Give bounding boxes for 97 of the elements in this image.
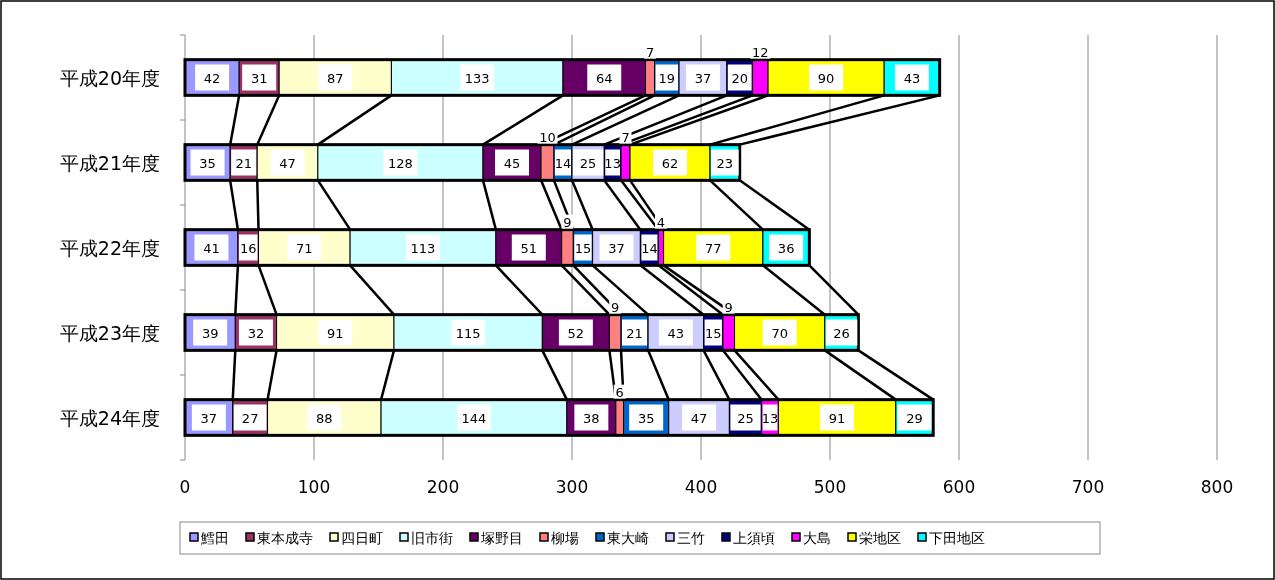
legend-label: 東本成寺 [257,530,313,546]
data-label: 87 [327,70,344,86]
data-label: 37 [608,240,625,256]
legend-item: 三竹 [665,530,705,546]
data-label: 36 [777,240,795,256]
y-tick-label: 平成20年度 [59,66,160,89]
data-label: 9 [611,299,620,315]
data-label: 51 [520,240,538,256]
data-label: 144 [461,410,487,426]
legend-item: 上須頃 [721,530,775,546]
data-label: 77 [704,240,722,256]
data-label: 47 [690,410,708,426]
data-label: 62 [661,155,679,171]
data-label: 7 [645,44,655,60]
data-label: 35 [637,410,655,426]
data-label: 47 [279,155,296,171]
data-label: 35 [199,155,216,171]
x-tick-label: 500 [813,477,847,497]
legend-item: 鱈田 [189,530,229,546]
y-tick-label: 平成23年度 [59,321,160,344]
legend-label: 栄地区 [859,530,901,546]
legend-item: 東本成寺 [245,530,313,546]
legend-label: 鱈田 [201,530,229,546]
data-label: 26 [833,325,850,341]
data-label: 90 [817,70,835,86]
x-tick-label: 700 [1071,477,1105,497]
data-label: 20 [731,70,748,86]
data-label: 42 [203,70,221,86]
data-label: 12 [752,44,769,60]
legend-label: 下田地区 [929,530,985,546]
data-label: 7 [621,129,630,145]
data-label: 128 [388,155,413,171]
data-label: 43 [667,325,685,341]
x-tick-label: 600 [942,477,976,497]
data-label: 71 [296,240,313,256]
data-label: 38 [583,410,600,426]
legend-label: 旧市街 [411,530,453,546]
x-tick-label: 0 [179,477,191,497]
data-label: 19 [658,70,676,86]
data-label: 27 [241,410,259,426]
data-label: 16 [239,240,257,256]
legend-label: 三竹 [677,530,705,546]
data-label: 9 [724,299,733,315]
data-label: 25 [737,410,754,426]
data-label: 43 [903,70,921,86]
legend-label: 柳場 [551,530,579,546]
legend-item: 大島 [791,530,831,546]
data-label: 115 [455,325,481,341]
data-label: 21 [235,155,252,171]
legend-label: 大島 [803,530,831,546]
y-tick-label: 平成22年度 [59,236,160,259]
legend-item: 下田地区 [917,530,985,546]
y-tick-label: 平成21年度 [59,151,160,174]
data-label: 133 [464,70,490,86]
data-label: 14 [641,240,658,256]
data-label: 15 [574,240,592,256]
data-label: 23 [716,155,734,171]
data-label: 52 [567,325,585,341]
data-label: 14 [554,155,572,171]
data-label: 10 [539,129,556,145]
data-label: 6 [615,384,624,400]
legend-label: 塚野目 [480,530,523,546]
legend-item: 旧市街 [399,530,453,546]
legend-item: 四日町 [329,530,383,546]
data-label: 45 [503,155,521,171]
data-label: 15 [704,325,722,341]
data-label: 25 [579,155,597,171]
x-tick-label: 400 [684,477,718,497]
data-label: 64 [595,70,613,86]
data-label: 21 [626,325,643,341]
data-label: 37 [694,70,712,86]
data-label: 91 [327,325,344,341]
legend-item: 東大崎 [595,530,649,546]
data-label: 39 [201,325,219,341]
data-label: 9 [563,214,572,230]
data-label: 13 [604,155,621,171]
data-label: 91 [828,410,846,426]
legend-item: 栄地区 [847,530,901,546]
data-label: 32 [247,325,265,341]
legend-item: 塚野目 [469,530,523,546]
x-tick-label: 800 [1200,477,1234,497]
legend-item: 柳場 [539,530,579,546]
y-tick-label: 平成24年度 [59,406,160,429]
data-label: 31 [250,70,268,86]
legend-label: 東大崎 [607,530,649,546]
x-tick-label: 100 [297,477,331,497]
x-tick-label: 300 [555,477,589,497]
data-label: 29 [906,410,923,426]
legend-label: 四日町 [341,530,383,546]
data-label: 4 [656,214,666,230]
data-label: 41 [203,240,220,256]
x-tick-label: 200 [426,477,460,497]
data-label: 113 [410,240,436,256]
data-label: 88 [316,410,333,426]
data-label: 37 [200,410,218,426]
legend-label: 上須頃 [733,530,775,546]
data-label: 70 [771,325,788,341]
